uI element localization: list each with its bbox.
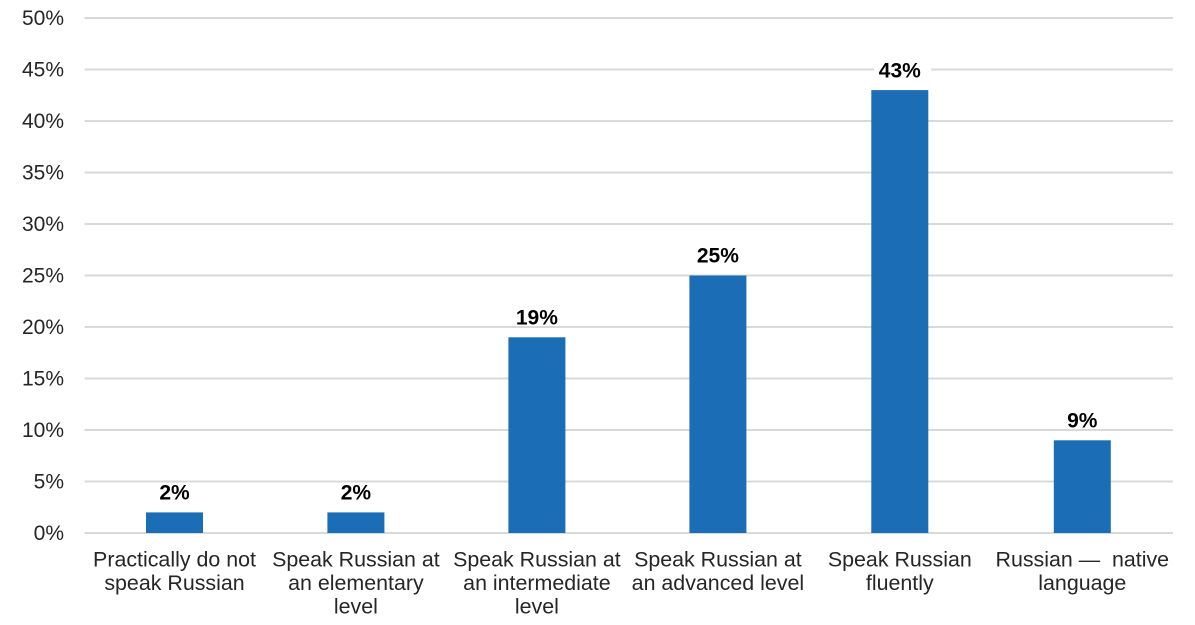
svg-text:35%: 35% — [22, 161, 64, 184]
svg-text:40%: 40% — [22, 110, 64, 133]
svg-text:2%: 2% — [159, 481, 190, 504]
svg-text:43%: 43% — [879, 59, 921, 82]
svg-text:45%: 45% — [22, 58, 64, 81]
svg-text:50%: 50% — [22, 7, 64, 30]
svg-text:2%: 2% — [341, 481, 372, 504]
svg-text:25%: 25% — [22, 264, 64, 287]
svg-text:25%: 25% — [697, 245, 739, 268]
svg-text:5%: 5% — [34, 470, 64, 493]
svg-text:20%: 20% — [22, 316, 64, 339]
svg-text:9%: 9% — [1067, 410, 1098, 433]
svg-text:10%: 10% — [22, 419, 64, 442]
svg-text:19%: 19% — [516, 306, 558, 329]
svg-text:0%: 0% — [34, 522, 64, 545]
svg-text:15%: 15% — [22, 367, 64, 390]
svg-text:30%: 30% — [22, 213, 64, 236]
